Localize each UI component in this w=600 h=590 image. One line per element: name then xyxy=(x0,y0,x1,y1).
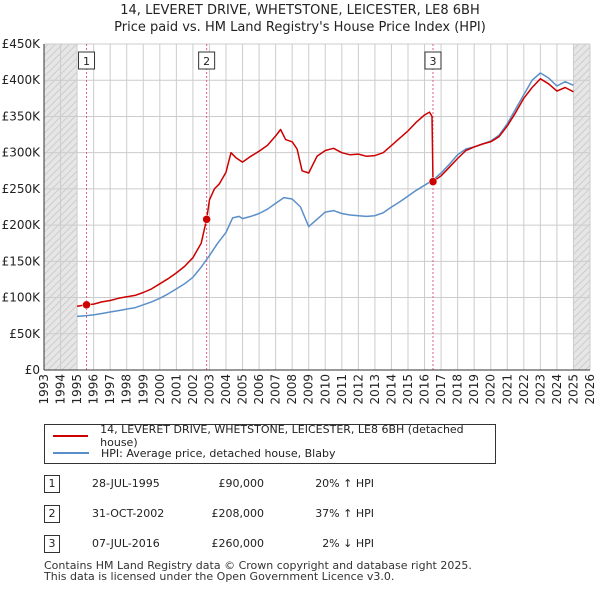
x-tick-label: 2019 xyxy=(467,374,481,405)
transaction-date: 07-JUL-2016 xyxy=(92,537,160,550)
x-tick-label: 2022 xyxy=(517,374,531,405)
transaction-date: 31-OCT-2002 xyxy=(92,507,165,520)
x-tick-label: 2009 xyxy=(302,374,316,405)
x-tick-label: 2025 xyxy=(566,374,580,405)
x-tick-label: 2024 xyxy=(550,374,564,405)
y-tick-label: £150K xyxy=(2,254,42,268)
x-tick-label: 2017 xyxy=(434,374,448,405)
x-tick-label: 2013 xyxy=(368,374,382,405)
y-tick-label: £0 xyxy=(25,363,40,377)
transaction-hpi-diff: 37% ↑ HPI xyxy=(315,507,374,520)
x-tick-label: 1995 xyxy=(70,374,84,405)
transaction-marker-box xyxy=(198,51,216,70)
x-tick-label: 2002 xyxy=(186,374,200,405)
y-tick-label: £400K xyxy=(2,73,42,87)
property-price-line xyxy=(76,78,574,307)
x-tick-label: 2023 xyxy=(533,374,547,405)
x-tick-label: 2008 xyxy=(285,374,299,405)
sale-point xyxy=(82,300,91,310)
y-tick-label: £200K xyxy=(2,218,42,232)
transaction-number: 2 xyxy=(44,505,60,523)
transaction-marker-label: 1 xyxy=(83,55,90,68)
x-tick-label: 2010 xyxy=(318,374,332,405)
x-tick-label: 1999 xyxy=(136,374,150,405)
legend-item-hpi: HPI: Average price, detached house, Blab… xyxy=(53,445,335,461)
legend-swatch-property xyxy=(53,435,89,437)
x-tick-label: 2011 xyxy=(335,374,349,405)
chart-title: 14, LEVERET DRIVE, WHETSTONE, LEICESTER,… xyxy=(120,3,480,18)
x-tick-label: 2026 xyxy=(583,374,597,405)
sale-point xyxy=(428,177,438,186)
y-tick-label: £50K xyxy=(9,327,41,341)
y-tick-label: £450K xyxy=(2,37,42,51)
transaction-marker-box xyxy=(424,51,442,70)
sale-point xyxy=(202,215,211,224)
x-tick-label: 2020 xyxy=(484,374,498,405)
attribution-footer: Contains HM Land Registry data © Crown c… xyxy=(44,560,472,582)
transaction-hpi-diff: 2% ↓ HPI xyxy=(322,537,374,550)
transaction-marker-label: 3 xyxy=(429,55,436,68)
attribution-line-1: Contains HM Land Registry data © Crown c… xyxy=(44,559,472,572)
legend-label-property: 14, LEVERET DRIVE, WHETSTONE, LEICESTER,… xyxy=(100,423,464,449)
y-tick-label: £250K xyxy=(2,182,42,196)
attribution-line-2: This data is licensed under the Open Gov… xyxy=(44,570,395,583)
hatched-region xyxy=(573,44,590,370)
chart-legend: 14, LEVERET DRIVE, WHETSTONE, LEICESTER,… xyxy=(44,423,496,464)
legend-swatch-hpi xyxy=(53,452,89,454)
x-tick-label: 2007 xyxy=(269,374,283,405)
x-tick-label: 2012 xyxy=(351,374,365,405)
x-tick-label: 2021 xyxy=(500,374,514,405)
x-tick-label: 2003 xyxy=(202,374,216,405)
transaction-hpi-diff: 20% ↑ HPI xyxy=(315,477,374,490)
x-tick-label: 2004 xyxy=(219,374,233,405)
price-chart: 1 2 3 £0 £50K £100K £150K £200K £250K £300K £350K… xyxy=(2,37,597,405)
transaction-number: 3 xyxy=(44,535,60,553)
x-tick-label: 1997 xyxy=(103,374,117,405)
legend-label-hpi: HPI: Average price, detached house, Blab… xyxy=(101,446,336,460)
x-tick-label: 2015 xyxy=(401,374,415,405)
x-tick-label: 2005 xyxy=(236,374,250,405)
y-tick-label: £100K xyxy=(2,291,42,305)
transaction-marker-box xyxy=(78,51,96,70)
transaction-price: £208,000 xyxy=(211,507,265,520)
legend-item-property: 14, LEVERET DRIVE, WHETSTONE, LEICESTER,… xyxy=(53,423,495,449)
x-tick-label: 2006 xyxy=(252,374,266,405)
y-tick-label: £350K xyxy=(2,109,42,123)
chart-title-block: 14, LEVERET DRIVE, WHETSTONE, LEICESTER,… xyxy=(0,2,600,36)
transaction-price: £260,000 xyxy=(211,537,265,550)
transaction-marker-label: 2 xyxy=(203,55,210,68)
x-tick-label: 1998 xyxy=(120,374,134,405)
x-tick-label: 2018 xyxy=(451,374,465,405)
x-tick-label: 2016 xyxy=(418,374,432,405)
transaction-price: £90,000 xyxy=(218,477,265,490)
x-tick-label: 1996 xyxy=(87,374,101,405)
x-tick-label: 1993 xyxy=(37,374,51,405)
x-tick-label: 1994 xyxy=(54,374,68,405)
x-tick-label: 2000 xyxy=(153,374,167,405)
y-tick-label: £300K xyxy=(2,146,42,160)
transaction-date: 28-JUL-1995 xyxy=(92,477,160,490)
chart-subtitle: Price paid vs. HM Land Registry's House … xyxy=(114,20,486,35)
x-tick-label: 2001 xyxy=(169,374,183,405)
transaction-number: 1 xyxy=(44,475,60,493)
x-tick-label: 2014 xyxy=(384,374,398,405)
